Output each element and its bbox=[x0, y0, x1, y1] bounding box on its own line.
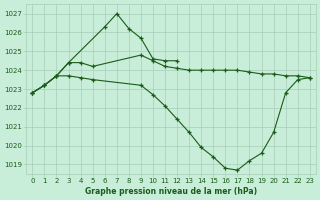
X-axis label: Graphe pression niveau de la mer (hPa): Graphe pression niveau de la mer (hPa) bbox=[85, 187, 257, 196]
